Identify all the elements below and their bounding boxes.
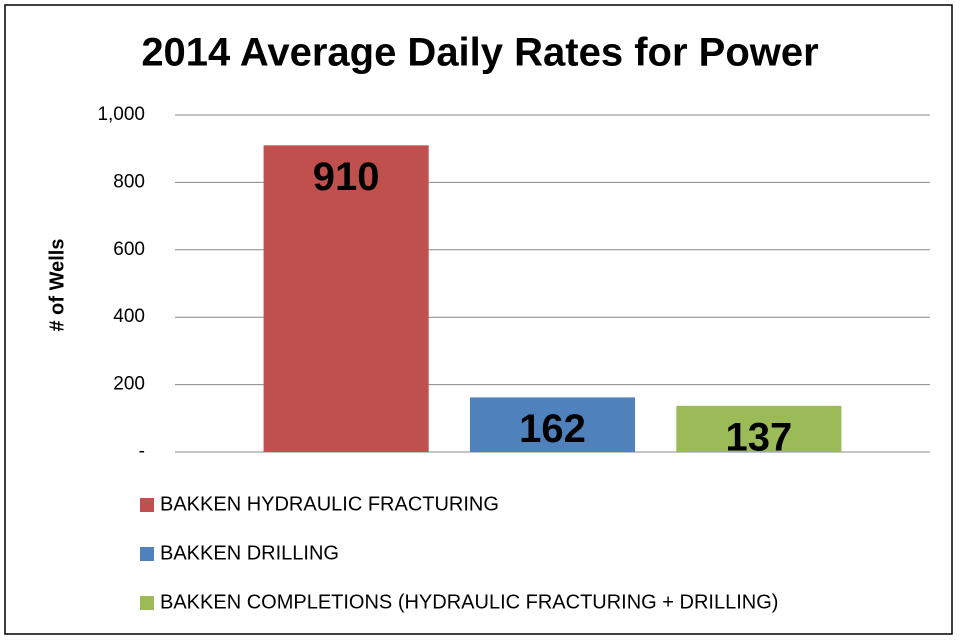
data-label: 162 (519, 407, 586, 451)
bar (676, 405, 842, 452)
legend-label: BAKKEN DRILLING (160, 542, 339, 564)
y-tick-label: 400 (113, 306, 145, 327)
legend-swatch (140, 498, 154, 512)
y-tick-label: 800 (113, 171, 145, 192)
data-label: 910 (313, 155, 380, 199)
y-tick-label: 1,000 (97, 104, 145, 125)
y-tick-label: 600 (113, 239, 145, 260)
legend-swatch (140, 596, 154, 610)
chart-border (4, 4, 953, 635)
legend-swatch (140, 547, 154, 561)
data-label: 137 (725, 415, 792, 459)
y-axis-label: # of Wells (46, 239, 68, 332)
bar (263, 145, 429, 452)
y-tick-label: 200 (113, 374, 145, 395)
y-tick-label: - (139, 441, 145, 462)
legend-label: BAKKEN HYDRAULIC FRACTURING (160, 493, 499, 515)
chart-title: 2014 Average Daily Rates for Power (141, 31, 818, 75)
bar (469, 397, 636, 452)
legend-label: BAKKEN COMPLETIONS (HYDRAULIC FRACTURING… (160, 591, 778, 613)
